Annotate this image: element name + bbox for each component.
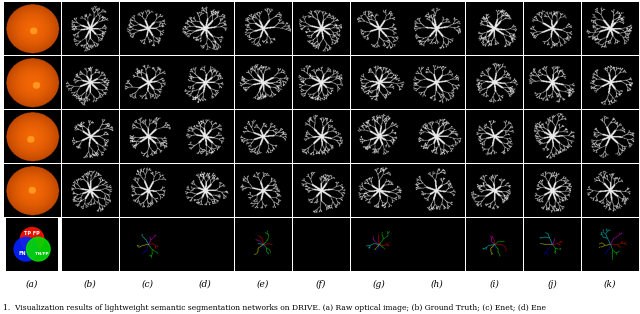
Text: (e): (e) (257, 279, 269, 289)
Text: TN/FP: TN/FP (35, 252, 49, 256)
Text: (f): (f) (316, 279, 326, 289)
Text: (g): (g) (372, 279, 385, 289)
Circle shape (26, 237, 50, 261)
Text: FN: FN (18, 251, 26, 256)
Text: (d): (d) (199, 279, 212, 289)
Text: (k): (k) (604, 279, 616, 289)
Text: (b): (b) (83, 279, 96, 289)
Text: (i): (i) (490, 279, 499, 289)
Text: (h): (h) (430, 279, 443, 289)
Circle shape (14, 237, 38, 261)
Text: (c): (c) (141, 279, 154, 289)
Text: (j): (j) (547, 279, 557, 289)
Text: 1.  Visualization results of lightweight semantic segmentation networks on DRIVE: 1. Visualization results of lightweight … (3, 305, 546, 312)
Text: (a): (a) (26, 279, 38, 289)
Text: TP FP: TP FP (24, 231, 40, 236)
Circle shape (20, 228, 44, 251)
